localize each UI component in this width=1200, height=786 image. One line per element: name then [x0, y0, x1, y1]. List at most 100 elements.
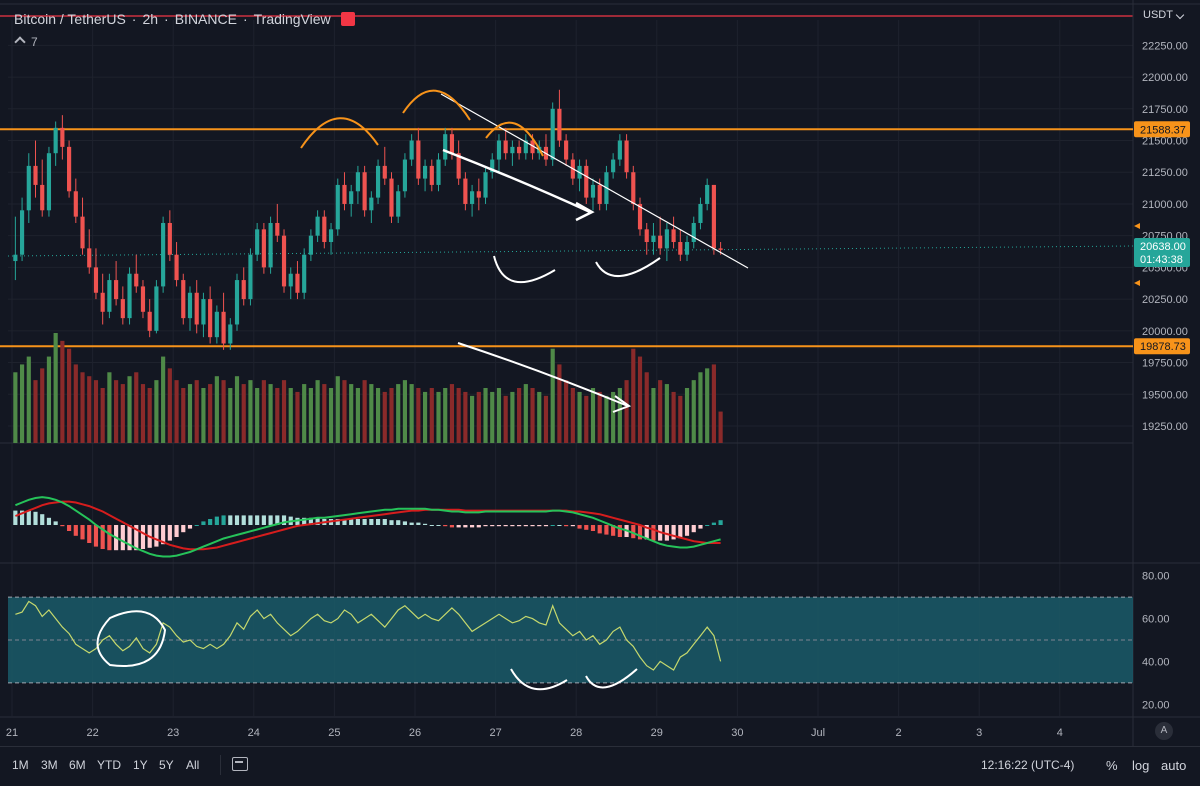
macd-histogram-bar [73, 525, 78, 536]
timeframe-5y[interactable]: 5Y [159, 758, 174, 772]
volume-bar [315, 380, 320, 443]
volume-bar [308, 388, 313, 443]
volume-bar [349, 384, 354, 443]
price-axis[interactable]: 22250.00 22000.00 21750.00 21500.00 21250.00… [1134, 40, 1190, 711]
currency-selector[interactable]: USDT [1143, 9, 1185, 21]
rsi-line [15, 600, 722, 671]
log-toggle[interactable]: log [1132, 758, 1150, 773]
calendar-icon[interactable] [232, 757, 248, 771]
macd-histogram-bar [557, 525, 562, 526]
timeframe-6m[interactable]: 6M [69, 758, 86, 772]
volume-bar [550, 348, 555, 443]
price-tick-label: 21500.00 [1142, 136, 1188, 148]
indicator-toggle[interactable]: 7 [14, 35, 38, 49]
macd-histogram-bar [564, 525, 569, 527]
candle-body [281, 235, 287, 287]
timeframe-1y[interactable]: 1Y [133, 758, 148, 772]
candle-body [208, 299, 213, 338]
macd-histogram-bar [409, 522, 414, 525]
candle-body [261, 229, 266, 268]
price-tick-label: 19250.00 [1142, 421, 1188, 433]
timeframe-all[interactable]: All [186, 758, 200, 772]
macd-histogram-bar [174, 525, 179, 537]
candle-body [13, 254, 18, 262]
candle-body [241, 280, 246, 300]
auto-toggle[interactable]: auto [1161, 758, 1187, 773]
volume-bar [355, 388, 360, 443]
macd-histogram-bar [93, 525, 99, 547]
volume-bar [335, 376, 340, 443]
volume-bar [637, 356, 643, 443]
candle-body [483, 172, 488, 198]
time-tick-label: 26 [409, 727, 421, 739]
candle-body [33, 165, 38, 185]
volume-bar [564, 380, 569, 443]
volume-bar [154, 380, 159, 443]
volume-bar [436, 391, 441, 443]
time-axis[interactable]: 21 22 23 24 25 26 27 28 29 30 Jul 2 3 4 [6, 727, 1063, 739]
candle-body [490, 159, 495, 173]
clock[interactable]: 12:16:22 (UTC-4) [981, 758, 1075, 772]
candle-body [234, 280, 240, 325]
auto-scale-badge[interactable]: A [1155, 722, 1173, 740]
candle-body [315, 216, 320, 236]
macd-histogram-bar [187, 525, 193, 529]
volume-bar [389, 388, 394, 443]
macd-histogram-bar [678, 525, 683, 539]
candle-body [664, 229, 669, 249]
candle-body [624, 140, 629, 173]
volume-bar [281, 380, 287, 443]
volume-bar [416, 388, 421, 443]
volume-bar [134, 372, 139, 443]
volume-bar [597, 391, 602, 443]
volume-bar [93, 380, 99, 443]
volume-bar [322, 384, 327, 443]
timeframe-ytd[interactable]: YTD [97, 758, 121, 772]
macd-histogram-bar [302, 517, 307, 525]
symbol-name[interactable]: Bitcoin / TetherUS [14, 11, 126, 27]
price-tick-label: 21250.00 [1142, 167, 1188, 179]
candle-body [637, 203, 643, 230]
candle-body [255, 229, 260, 255]
volume-bar [617, 388, 622, 443]
macd-histogram-bar [268, 515, 273, 525]
macd-histogram-bar [543, 525, 549, 527]
volume-bar [382, 391, 387, 443]
volume-bar [208, 384, 213, 443]
percent-toggle[interactable]: % [1106, 758, 1118, 773]
volume-bar [181, 388, 186, 443]
candle-body [523, 140, 528, 154]
candle-body [53, 127, 58, 154]
alert-marker-icon [1134, 280, 1140, 286]
macd-histogram-bar [349, 519, 354, 525]
volume-bar [114, 380, 119, 443]
candle-body [288, 273, 293, 287]
candle-body [631, 172, 636, 204]
volume-bar [664, 384, 669, 443]
timeframe-3m[interactable]: 3M [41, 758, 58, 772]
timeframe-1m[interactable]: 1M [12, 758, 29, 772]
candle-body [308, 235, 313, 255]
candle-body [456, 153, 461, 179]
candle-body [584, 165, 589, 198]
volume-bar [698, 372, 703, 443]
volume-bar [496, 388, 502, 443]
candle-body [684, 242, 690, 255]
candle-body [73, 191, 78, 217]
candle-body [228, 324, 233, 344]
candle-body [46, 153, 52, 211]
macd-histogram-bar [241, 515, 246, 525]
time-tick-label: 25 [328, 727, 340, 739]
interval[interactable]: 2h [142, 11, 159, 27]
publisher: TradingView [253, 11, 331, 27]
volume-bar [671, 391, 676, 443]
volume-bar [718, 411, 723, 443]
arc-annotation-2 [402, 89, 471, 121]
support-resistance-lines [0, 128, 1134, 348]
macd-histogram-bar [275, 515, 280, 525]
candle-body [389, 178, 394, 217]
macd-histogram-bar [26, 510, 31, 525]
candle-body [422, 165, 428, 179]
macd-histogram-bar [167, 525, 172, 541]
